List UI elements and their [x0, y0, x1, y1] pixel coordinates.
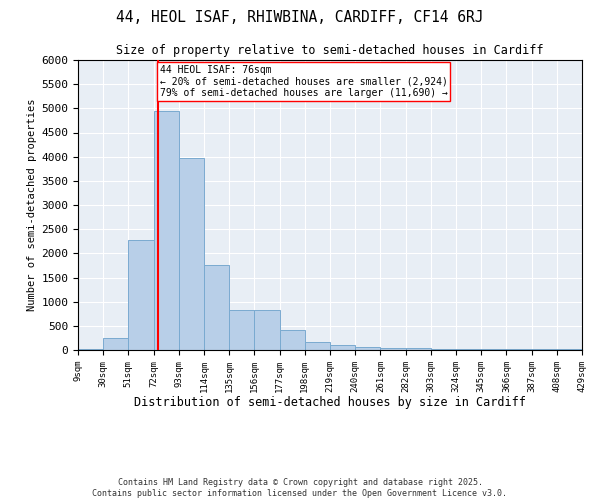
Bar: [78, 348, 103, 350]
X-axis label: Distribution of semi-detached houses by size in Cardiff: Distribution of semi-detached houses by …: [134, 396, 526, 409]
Bar: [406, 348, 431, 350]
Y-axis label: Number of semi-detached properties: Number of semi-detached properties: [27, 99, 37, 311]
Bar: [204, 266, 229, 350]
Bar: [254, 310, 280, 350]
Bar: [229, 310, 254, 350]
Bar: [380, 348, 406, 350]
Bar: [330, 345, 355, 350]
Bar: [128, 240, 154, 350]
Bar: [506, 349, 532, 350]
Bar: [179, 158, 204, 350]
Bar: [431, 348, 456, 350]
Bar: [103, 338, 128, 350]
Bar: [481, 348, 506, 350]
Bar: [532, 349, 557, 350]
Bar: [355, 348, 380, 350]
Title: Size of property relative to semi-detached houses in Cardiff: Size of property relative to semi-detach…: [116, 44, 544, 58]
Bar: [557, 349, 582, 350]
Bar: [305, 342, 330, 350]
Text: 44, HEOL ISAF, RHIWBINA, CARDIFF, CF14 6RJ: 44, HEOL ISAF, RHIWBINA, CARDIFF, CF14 6…: [116, 10, 484, 25]
Bar: [280, 330, 305, 350]
Text: Contains HM Land Registry data © Crown copyright and database right 2025.
Contai: Contains HM Land Registry data © Crown c…: [92, 478, 508, 498]
Bar: [154, 111, 179, 350]
Text: 44 HEOL ISAF: 76sqm
← 20% of semi-detached houses are smaller (2,924)
79% of sem: 44 HEOL ISAF: 76sqm ← 20% of semi-detach…: [160, 65, 448, 98]
Bar: [456, 348, 481, 350]
